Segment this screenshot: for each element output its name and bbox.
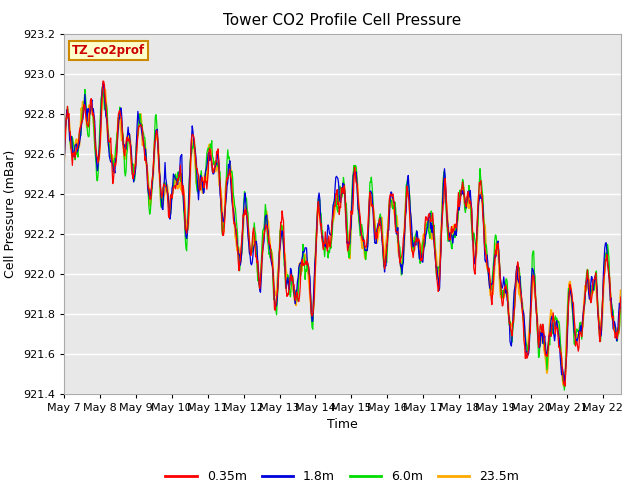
Title: Tower CO2 Profile Cell Pressure: Tower CO2 Profile Cell Pressure [223,13,461,28]
Text: TZ_co2prof: TZ_co2prof [72,44,145,58]
Y-axis label: Cell Pressure (mBar): Cell Pressure (mBar) [4,149,17,278]
X-axis label: Time: Time [327,418,358,431]
Legend: 0.35m, 1.8m, 6.0m, 23.5m: 0.35m, 1.8m, 6.0m, 23.5m [161,465,524,480]
